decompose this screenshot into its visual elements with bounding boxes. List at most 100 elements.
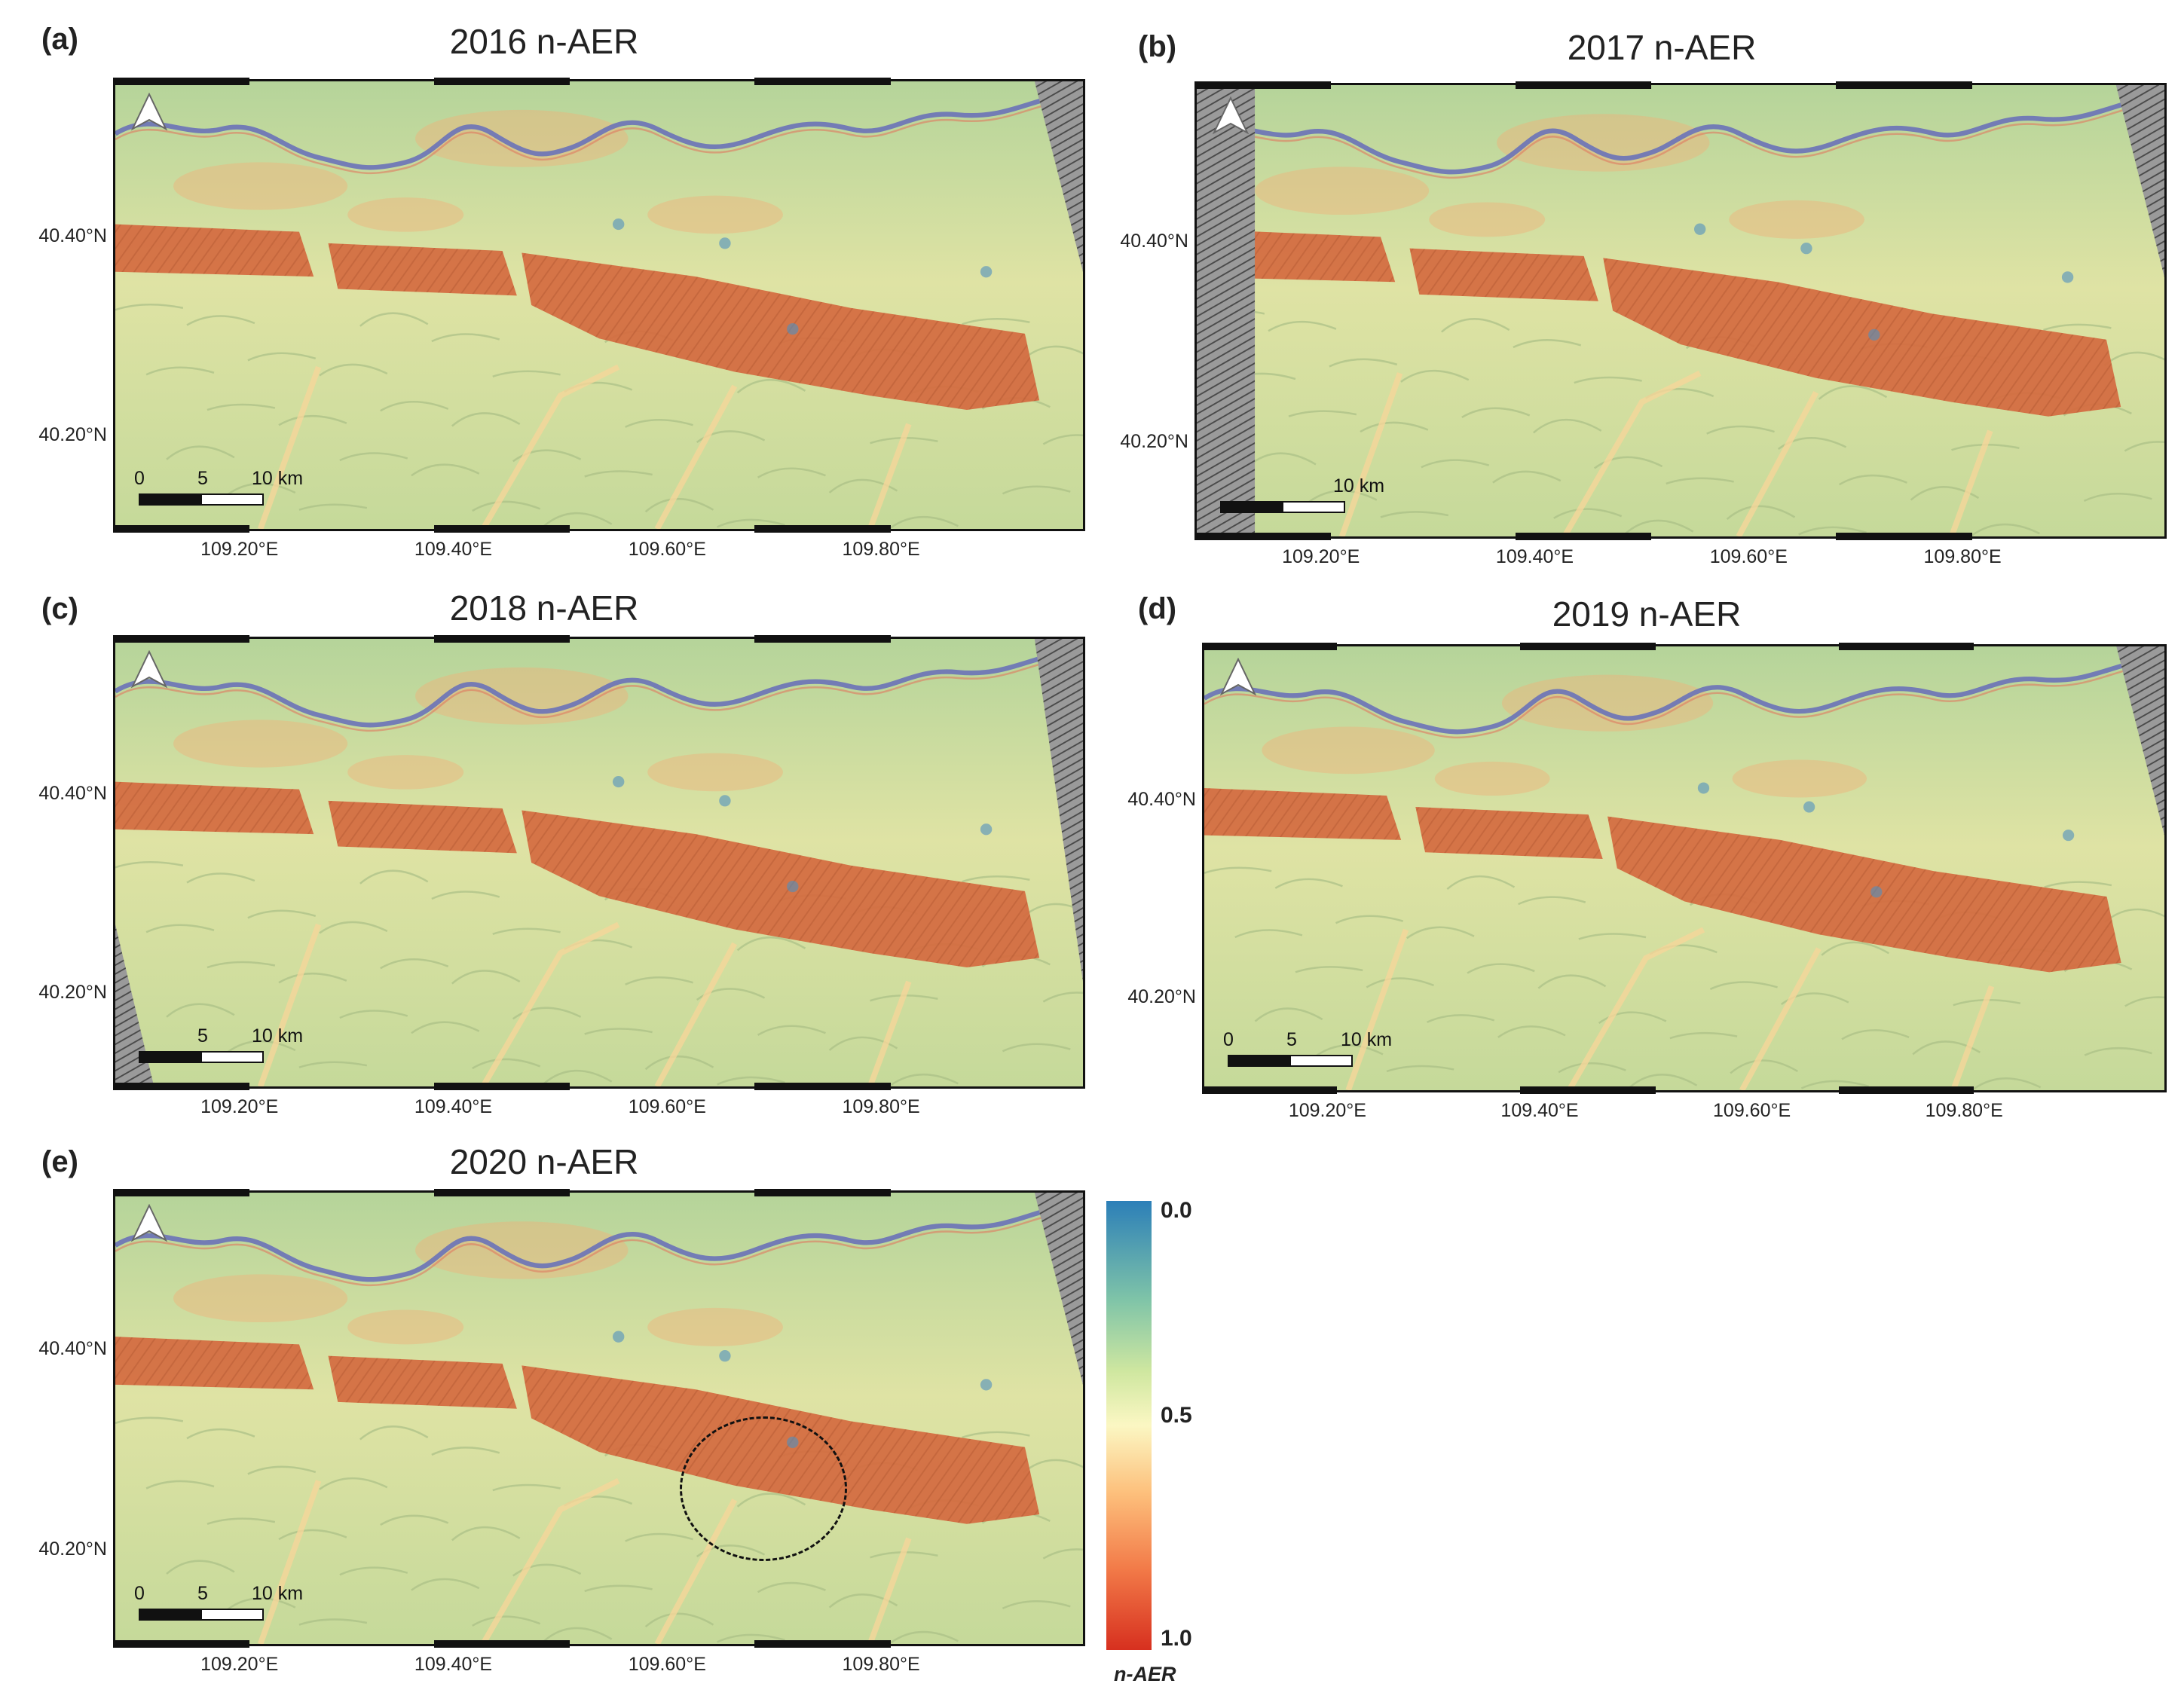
frame-tick-bar	[113, 78, 249, 85]
latitude-label: 40.20°N	[1127, 986, 1196, 1008]
frame-tick-bar	[113, 1640, 249, 1648]
longitude-label: 109.60°E	[1713, 1100, 1791, 1121]
longitude-label: 109.20°E	[1282, 546, 1360, 567]
latitude-label: 40.20°N	[38, 982, 107, 1003]
desert-belt	[1197, 229, 2121, 417]
panel-title: 2016 n-AER	[449, 22, 639, 61]
longitude-label: 109.80°E	[842, 539, 920, 560]
frame-tick-bar	[1194, 533, 1331, 540]
longitude-label: 109.40°E	[1495, 546, 1574, 567]
longitude-label: 109.60°E	[628, 1654, 706, 1675]
colorbar-tick-high: 1.0	[1161, 1626, 1192, 1651]
longitude-label: 109.80°E	[842, 1096, 920, 1117]
map-image	[1204, 646, 2164, 1090]
scale-label-5: 5	[197, 1025, 208, 1046]
north-arrow-icon	[1219, 657, 1258, 697]
latitude-label: 40.20°N	[38, 424, 107, 445]
longitude-label: 109.60°E	[628, 539, 706, 560]
scale-bar-black	[1228, 1055, 1291, 1067]
latitude-label: 40.20°N	[1120, 430, 1188, 452]
frame-tick-bar	[1836, 81, 1972, 89]
longitude-label: 109.40°E	[1500, 1100, 1579, 1121]
scale-label-5: 5	[1286, 1029, 1297, 1050]
frame-tick-bar	[433, 525, 570, 533]
latitude-label: 40.20°N	[38, 1538, 107, 1560]
latitude-label: 40.40°N	[38, 1337, 107, 1359]
longitude-label: 109.20°E	[200, 1096, 279, 1117]
frame-tick-bar	[433, 78, 570, 85]
river	[115, 646, 1083, 728]
frame-tick-bar	[433, 1083, 570, 1090]
frame-tick-bar	[754, 525, 891, 533]
scale-bar-white	[200, 493, 264, 506]
frame-tick-bar	[1520, 1086, 1656, 1094]
latitude-label: 40.40°N	[38, 225, 107, 246]
hillshade-area	[1197, 85, 1256, 536]
longitude-label: 109.80°E	[1923, 546, 2002, 567]
frame-tick-bar	[1194, 81, 1331, 89]
map-frame	[1194, 83, 2167, 539]
scale-label-10km: 10 km	[252, 1583, 304, 1604]
scale-bar-black	[1220, 501, 1283, 513]
panel-title: 2019 n-AER	[1552, 594, 1742, 634]
longitude-label: 109.80°E	[842, 1654, 920, 1675]
longitude-label: 109.20°E	[1288, 1100, 1366, 1121]
frame-tick-bar	[1202, 1086, 1338, 1094]
panel-letter: (b)	[1138, 30, 1177, 63]
map-frame	[1202, 644, 2167, 1092]
scale-label-10km: 10 km	[1333, 475, 1385, 497]
frame-tick-bar	[1515, 533, 1652, 540]
scale-label-5: 5	[197, 1583, 208, 1604]
frame-tick-bar	[1836, 533, 1972, 540]
frame-tick-bar	[1515, 81, 1652, 89]
frame-tick-bar	[1838, 1086, 1974, 1094]
scale-label-0: 0	[134, 468, 145, 489]
frame-tick-bar	[1520, 643, 1656, 650]
frame-tick-bar	[113, 525, 249, 533]
hillshade-area	[1034, 639, 1083, 982]
frame-tick-bar	[433, 1189, 570, 1196]
panel-letter: (c)	[41, 592, 78, 625]
frame-tick-bar	[433, 635, 570, 643]
map-frame	[113, 637, 1085, 1089]
frame-tick-bar	[1838, 643, 1974, 650]
river	[115, 1199, 1083, 1282]
panel-title: 2020 n-AER	[449, 1142, 639, 1181]
colorbar	[1106, 1201, 1152, 1650]
map-image	[115, 1193, 1083, 1644]
map-frame	[113, 79, 1085, 531]
map-image	[115, 81, 1083, 529]
panel-title: 2018 n-AER	[449, 588, 639, 628]
frame-tick-bar	[433, 1640, 570, 1648]
panel-title: 2017 n-AER	[1567, 28, 1757, 67]
scale-label-10km: 10 km	[252, 1025, 304, 1046]
frame-tick-bar	[1202, 643, 1338, 650]
colorbar-label: n-AER	[1114, 1663, 1176, 1685]
desert-belt	[115, 224, 1040, 411]
scale-bar-white	[200, 1609, 264, 1621]
desert-belt	[115, 781, 1040, 968]
longitude-label: 109.60°E	[1709, 546, 1788, 567]
frame-tick-bar	[754, 78, 891, 85]
colorbar-tick-low: 0.0	[1161, 1198, 1192, 1223]
frame-tick-bar	[754, 635, 891, 643]
river	[1197, 92, 2164, 175]
scale-bar-black	[139, 493, 202, 506]
scale-label-5: 5	[197, 468, 208, 489]
panel-letter: (a)	[41, 23, 78, 56]
map-frame	[113, 1190, 1085, 1646]
river	[115, 88, 1083, 170]
frame-tick-bar	[113, 635, 249, 643]
colorbar-tick-mid: 0.5	[1161, 1403, 1192, 1428]
scale-label-0: 0	[134, 1583, 145, 1604]
river	[1204, 653, 2164, 735]
longitude-label: 109.40°E	[414, 539, 493, 560]
north-arrow-icon	[130, 1203, 169, 1243]
highlight-circle	[680, 1416, 847, 1561]
scale-label-0: 0	[1223, 1029, 1234, 1050]
scale-bar-black	[139, 1609, 202, 1621]
scale-bar-white	[200, 1051, 264, 1063]
map-image	[1197, 85, 2164, 536]
longitude-label: 109.80°E	[1925, 1100, 2003, 1121]
scale-label-10km: 10 km	[252, 468, 304, 489]
